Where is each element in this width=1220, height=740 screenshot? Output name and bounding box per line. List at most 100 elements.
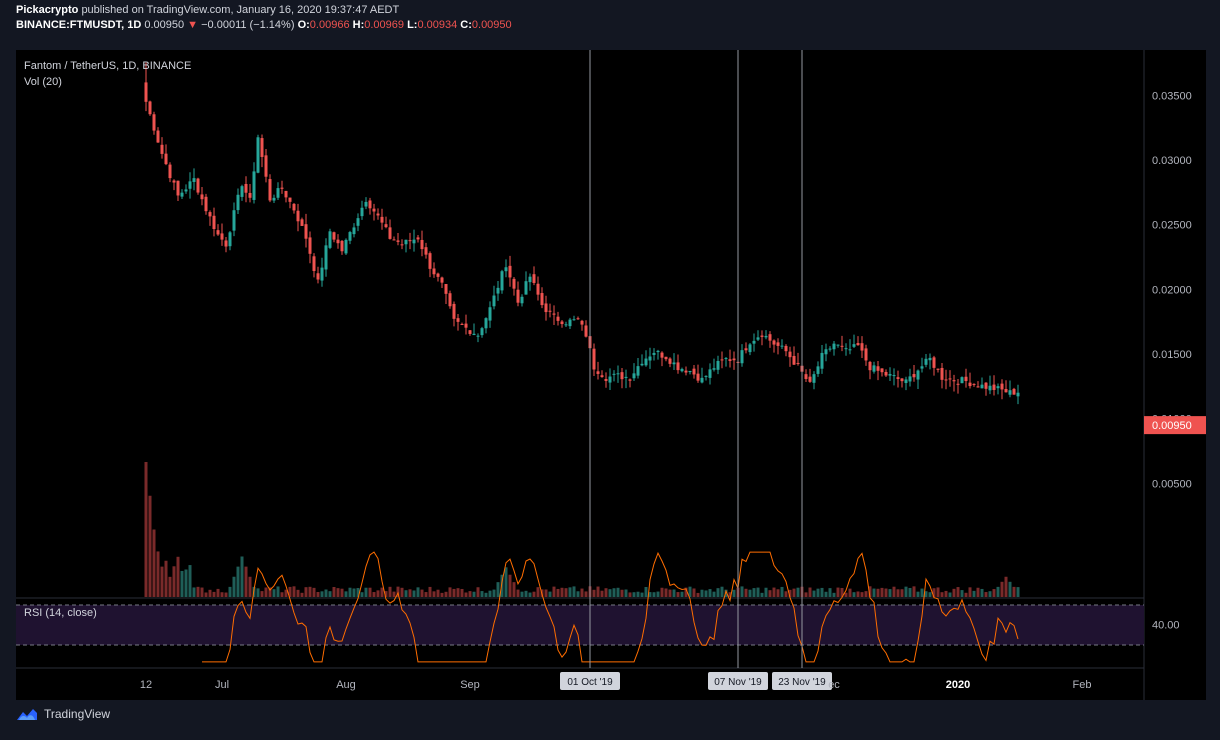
volume-bar (976, 587, 980, 597)
candle-body (940, 367, 944, 380)
candle-body (148, 101, 152, 115)
volume-bar (420, 589, 424, 597)
candle-body (388, 227, 392, 239)
volume-bar (516, 589, 520, 597)
candle-body (392, 239, 396, 241)
candle-body (260, 138, 264, 157)
volume-bar (476, 587, 480, 597)
volume-bar (668, 589, 672, 597)
tradingview-footer[interactable]: TradingView (16, 704, 110, 724)
volume-bar (440, 592, 444, 597)
candle-body (916, 370, 920, 380)
candle-body (688, 370, 692, 373)
candle-body (756, 337, 760, 340)
volume-bar (152, 529, 156, 597)
volume-bar (872, 588, 876, 597)
volume-bar (208, 589, 212, 597)
low-label: L: (407, 19, 418, 31)
time-tick-label: ec (828, 679, 840, 691)
candle-body (296, 210, 300, 222)
volume-bar (640, 592, 644, 597)
volume-bar (592, 589, 596, 597)
candle-body (868, 361, 872, 371)
volume-bar (912, 586, 916, 597)
price-axis-bg (1144, 50, 1206, 700)
volume-bar (236, 566, 240, 597)
candle-body (156, 130, 160, 143)
volume-bar (936, 587, 940, 597)
volume-bar (864, 591, 868, 597)
candle-body (932, 357, 936, 368)
candle-body (244, 183, 248, 193)
volume-bar (380, 587, 384, 597)
candle-body (812, 374, 816, 383)
main-pane-bg (16, 50, 1144, 548)
volume-bar (660, 587, 664, 597)
candle-body (584, 325, 588, 337)
volume-bar (240, 556, 244, 597)
time-tick-label: Aug (336, 679, 356, 691)
candle-body (504, 267, 508, 272)
candle-body (316, 273, 320, 280)
candle-body (176, 180, 180, 196)
candle-body (760, 335, 764, 337)
price-chart[interactable]: 01 Oct '19 07 Nov '19 23 Nov '19 0.03500 0.… (16, 50, 1206, 700)
candle-body (560, 321, 564, 325)
volume-bar (756, 587, 760, 597)
candle-body (708, 369, 712, 378)
volume-bar (968, 587, 972, 597)
candle-body (860, 343, 864, 351)
candle-body (992, 384, 996, 390)
candle-body (212, 215, 216, 230)
candle-body (188, 181, 192, 189)
volume-bar (520, 591, 524, 597)
candle-body (988, 385, 992, 391)
candle-body (848, 349, 852, 351)
candle-body (980, 384, 984, 389)
volume-bar (856, 591, 860, 597)
volume-bar (448, 587, 452, 597)
volume-bar (160, 566, 164, 597)
last-price-label: 0.00950 (1152, 420, 1192, 432)
candle-body (768, 334, 772, 341)
volume-bar (552, 586, 556, 597)
time-tick-label: 12 (140, 679, 152, 691)
volume-bar (584, 591, 588, 597)
publish-line: Pickacrypto published on TradingView.com… (16, 4, 399, 16)
volume-bar (580, 588, 584, 597)
candle-body (880, 368, 884, 373)
volume-bar (784, 591, 788, 597)
candle-body (348, 232, 352, 241)
candle-body (824, 349, 828, 355)
candle-body (684, 370, 688, 373)
candle-body (620, 372, 624, 380)
axes: 0.035000.030000.025000.020000.015000.010… (140, 90, 1206, 691)
volume-bar (248, 576, 252, 597)
candle-body (540, 293, 544, 306)
volume-bar (196, 586, 200, 597)
volume-bar (924, 591, 928, 597)
volume-bar (844, 592, 848, 597)
candle-body (776, 342, 780, 346)
volume-bar (984, 592, 988, 597)
volume-bar (812, 590, 816, 597)
candle-body (792, 355, 796, 365)
crosshair-date-label: 23 Nov '19 (778, 677, 826, 688)
rsi-band (16, 605, 1144, 645)
volume-bar (1016, 587, 1020, 597)
volume-bar (708, 589, 712, 597)
volume-bar (228, 586, 232, 597)
volume-bar (664, 588, 668, 597)
candle-body (168, 164, 172, 179)
candle-body (284, 190, 288, 198)
volume-bar (808, 587, 812, 597)
volume-bar (960, 590, 964, 597)
candle-body (488, 307, 492, 321)
volume-bar (484, 592, 488, 597)
volume-bar (544, 589, 548, 597)
candle-body (892, 375, 896, 377)
volume-bar (352, 588, 356, 597)
candle-body (412, 239, 416, 244)
author-name[interactable]: Pickacrypto (16, 4, 79, 16)
volume-bar (184, 569, 188, 597)
